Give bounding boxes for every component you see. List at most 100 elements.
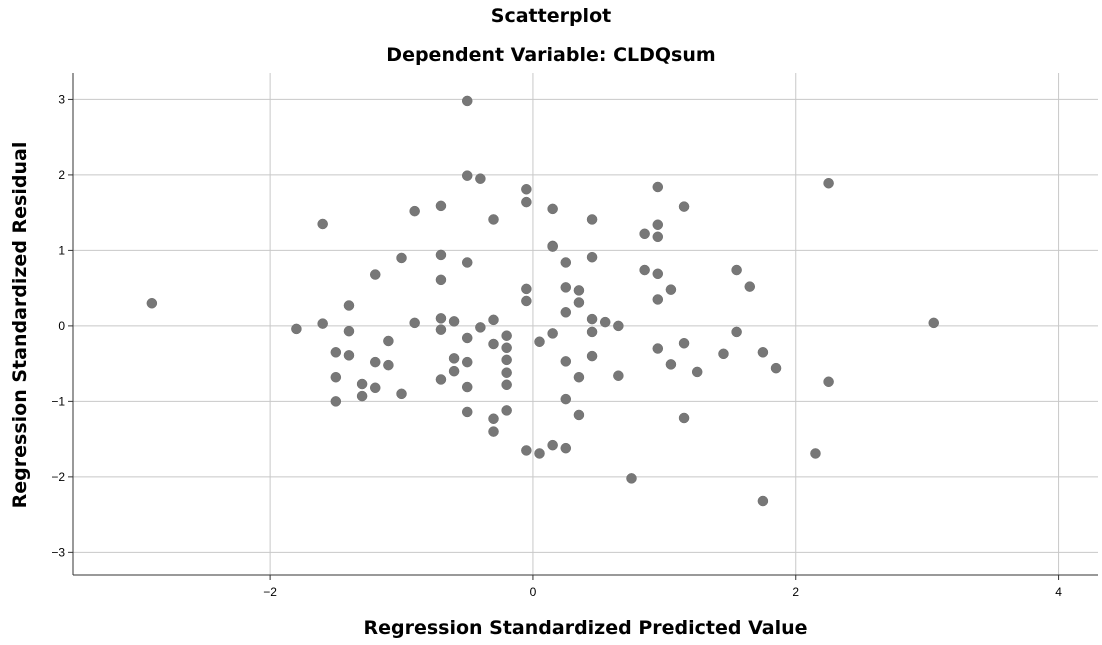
data-point (534, 448, 545, 459)
y-tick-label: 0 (58, 319, 65, 333)
data-point (461, 257, 473, 268)
x-tick-label: 2 (792, 585, 799, 599)
data-point (521, 184, 532, 195)
x-tick-label: 0 (530, 585, 537, 599)
data-point (652, 268, 664, 280)
data-point (461, 170, 473, 181)
data-point (409, 205, 420, 217)
data-point (547, 328, 558, 339)
data-point (928, 317, 939, 329)
data-point (461, 381, 473, 393)
data-point (317, 218, 328, 230)
data-point (639, 264, 650, 276)
data-point (573, 409, 585, 421)
data-point (586, 326, 598, 338)
data-point (396, 252, 407, 264)
data-point (343, 350, 355, 361)
data-point (521, 445, 532, 456)
data-point (560, 356, 572, 367)
data-point (461, 356, 473, 368)
data-point (488, 338, 499, 350)
data-point (501, 330, 512, 341)
chart-title: Scatterplot (490, 5, 612, 27)
data-point (586, 350, 598, 362)
data-point (613, 320, 624, 332)
data-point (652, 343, 664, 354)
data-point (652, 294, 664, 305)
data-point (639, 228, 650, 240)
data-point (599, 316, 611, 328)
data-point (409, 317, 420, 329)
x-axis-label: Regression Standardized Predicted Value (363, 617, 808, 639)
data-point (521, 283, 532, 295)
data-point (461, 95, 473, 107)
data-point (757, 347, 769, 358)
data-point (501, 367, 512, 378)
data-point (330, 347, 342, 358)
data-point (435, 200, 447, 212)
data-point (330, 371, 342, 383)
y-tick-label: −3 (51, 545, 65, 559)
y-tick-label: 1 (58, 243, 65, 257)
data-point (146, 297, 158, 309)
data-point (488, 314, 499, 326)
data-point (501, 354, 512, 366)
data-point (369, 356, 381, 368)
data-point (613, 370, 624, 381)
data-point (448, 316, 460, 327)
data-point (573, 285, 585, 296)
data-point (731, 264, 742, 276)
data-point (330, 396, 342, 407)
data-point (356, 390, 368, 402)
data-point (823, 177, 834, 189)
data-point (560, 307, 572, 318)
data-point (652, 219, 664, 230)
tick-labels: −2 0 2 4 −3 −2 −1 0 1 2 3 (51, 92, 1062, 599)
data-point (652, 231, 664, 243)
data-point (435, 274, 447, 286)
data-point (343, 300, 355, 311)
x-tick-label: 4 (1055, 585, 1062, 599)
data-point (586, 251, 598, 263)
data-point (718, 348, 729, 360)
data-point (678, 337, 690, 349)
data-point (448, 365, 460, 377)
x-tick-label: −2 (263, 585, 277, 599)
data-point (435, 313, 447, 324)
data-point (560, 282, 572, 293)
data-point (317, 318, 328, 329)
data-point (435, 324, 447, 335)
data-point (823, 376, 834, 387)
y-tick-label: −1 (51, 394, 65, 408)
data-point (626, 473, 637, 484)
data-point (560, 393, 572, 405)
data-point (343, 325, 355, 337)
data-point (356, 378, 368, 390)
data-point (501, 379, 512, 391)
data-point (475, 173, 486, 184)
data-point (652, 181, 664, 193)
data-point (534, 336, 545, 347)
data-point (435, 249, 447, 261)
data-point (396, 388, 407, 400)
data-point (501, 405, 512, 416)
data-point (810, 448, 821, 459)
data-point (383, 359, 394, 371)
data-point (586, 313, 598, 325)
y-tick-label: 3 (58, 92, 65, 106)
data-point (560, 442, 572, 454)
data-point (488, 413, 499, 424)
chart-subtitle: Dependent Variable: CLDQsum (386, 44, 716, 66)
data-point (461, 332, 473, 344)
data-point (521, 196, 532, 208)
data-point (665, 359, 677, 370)
data-point (369, 382, 381, 394)
data-point (586, 214, 598, 225)
y-tick-label: 2 (58, 168, 65, 182)
data-point (521, 295, 532, 307)
data-point (383, 335, 394, 347)
data-point (691, 366, 703, 378)
data-point (678, 201, 690, 212)
data-point (501, 342, 512, 354)
